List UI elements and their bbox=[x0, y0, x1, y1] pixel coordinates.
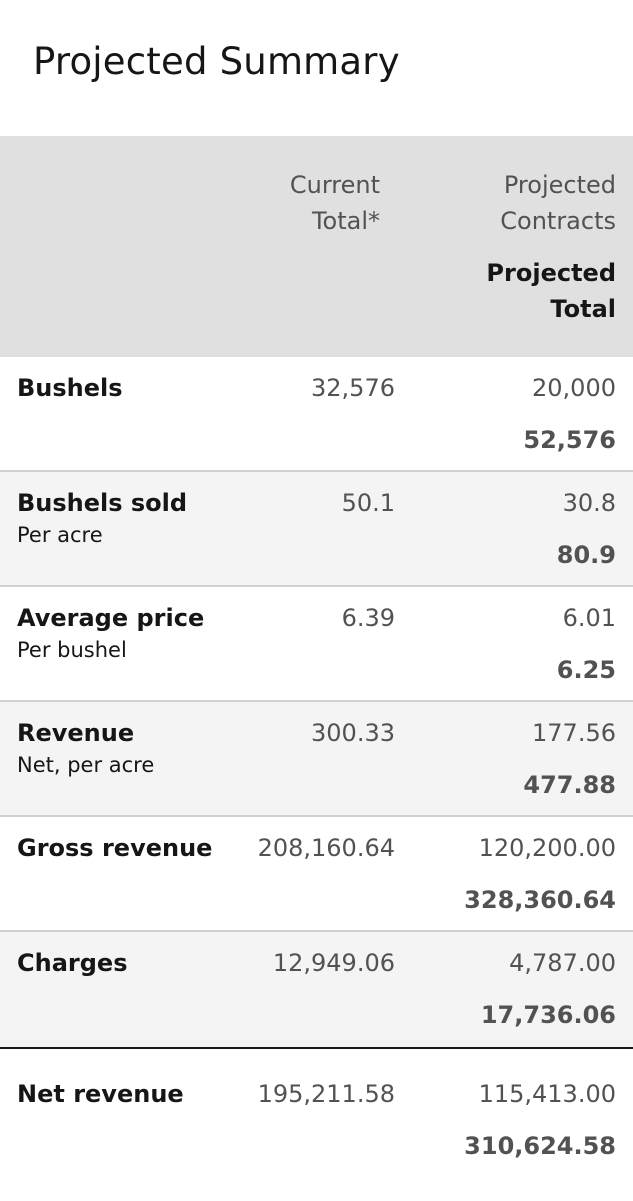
summary-table: Current Total* Projected Contracts Proje… bbox=[0, 136, 633, 1175]
row-current-total: 195,211.58 bbox=[257, 1080, 395, 1108]
row-current-total: 208,160.64 bbox=[257, 834, 395, 862]
row-projected-total: 6.25 bbox=[556, 656, 616, 684]
row-projected-total: 52,576 bbox=[523, 426, 616, 454]
table-row: Charges 12,949.06 4,787.00 17,736.06 bbox=[0, 932, 633, 1049]
row-label: Net revenue bbox=[17, 1080, 184, 1108]
row-current-total: 6.39 bbox=[341, 604, 395, 632]
row-projected-contracts: 30.8 bbox=[562, 489, 616, 517]
header-contracts-line1: Projected bbox=[503, 171, 616, 199]
row-label: Revenue bbox=[17, 719, 135, 747]
row-label: Average price bbox=[17, 604, 205, 632]
table-row: Gross revenue 208,160.64 120,200.00 328,… bbox=[0, 817, 633, 932]
header-contracts-line2: Contracts bbox=[500, 207, 616, 235]
header-current-line1: Current bbox=[289, 171, 380, 199]
row-sublabel: Per bushel bbox=[17, 638, 127, 662]
row-current-total: 12,949.06 bbox=[272, 949, 395, 977]
row-current-total: 50.1 bbox=[341, 489, 395, 517]
row-sublabel: Net, per acre bbox=[17, 753, 155, 777]
row-projected-contracts: 120,200.00 bbox=[478, 834, 616, 862]
table-row: Bushels 32,576 20,000 52,576 bbox=[0, 357, 633, 472]
header-current-line2: Total* bbox=[311, 207, 380, 235]
row-projected-total: 80.9 bbox=[556, 541, 616, 569]
row-projected-total: 477.88 bbox=[523, 771, 616, 799]
row-label: Charges bbox=[17, 949, 128, 977]
row-current-total: 32,576 bbox=[311, 374, 395, 402]
table-row-net-revenue: Net revenue 195,211.58 115,413.00 310,62… bbox=[0, 1049, 633, 1175]
header-projected-total: Projected Total bbox=[486, 255, 616, 327]
table-row: Revenue Net, per acre 300.33 177.56 477.… bbox=[0, 702, 633, 817]
table-row: Bushels sold Per acre 50.1 30.8 80.9 bbox=[0, 472, 633, 587]
header-total-line2: Total bbox=[550, 295, 616, 323]
row-label: Bushels sold bbox=[17, 489, 188, 517]
row-label: Gross revenue bbox=[17, 834, 213, 862]
row-projected-total: 17,736.06 bbox=[480, 1001, 616, 1029]
row-current-total: 300.33 bbox=[311, 719, 395, 747]
row-label: Bushels bbox=[17, 374, 123, 402]
row-projected-contracts: 6.01 bbox=[562, 604, 616, 632]
header-projected-contracts: Projected Contracts bbox=[500, 167, 616, 239]
row-projected-total: 328,360.64 bbox=[464, 886, 616, 914]
row-projected-contracts: 115,413.00 bbox=[478, 1080, 616, 1108]
header-current-total: Current Total* bbox=[290, 167, 380, 239]
table-row: Average price Per bushel 6.39 6.01 6.25 bbox=[0, 587, 633, 702]
row-projected-contracts: 20,000 bbox=[532, 374, 616, 402]
header-total-line1: Projected bbox=[486, 259, 616, 287]
row-projected-total: 310,624.58 bbox=[464, 1132, 616, 1160]
row-projected-contracts: 177.56 bbox=[532, 719, 616, 747]
row-projected-contracts: 4,787.00 bbox=[509, 949, 616, 977]
page-title: Projected Summary bbox=[33, 40, 400, 83]
row-sublabel: Per acre bbox=[17, 523, 103, 547]
table-header: Current Total* Projected Contracts Proje… bbox=[0, 136, 633, 357]
